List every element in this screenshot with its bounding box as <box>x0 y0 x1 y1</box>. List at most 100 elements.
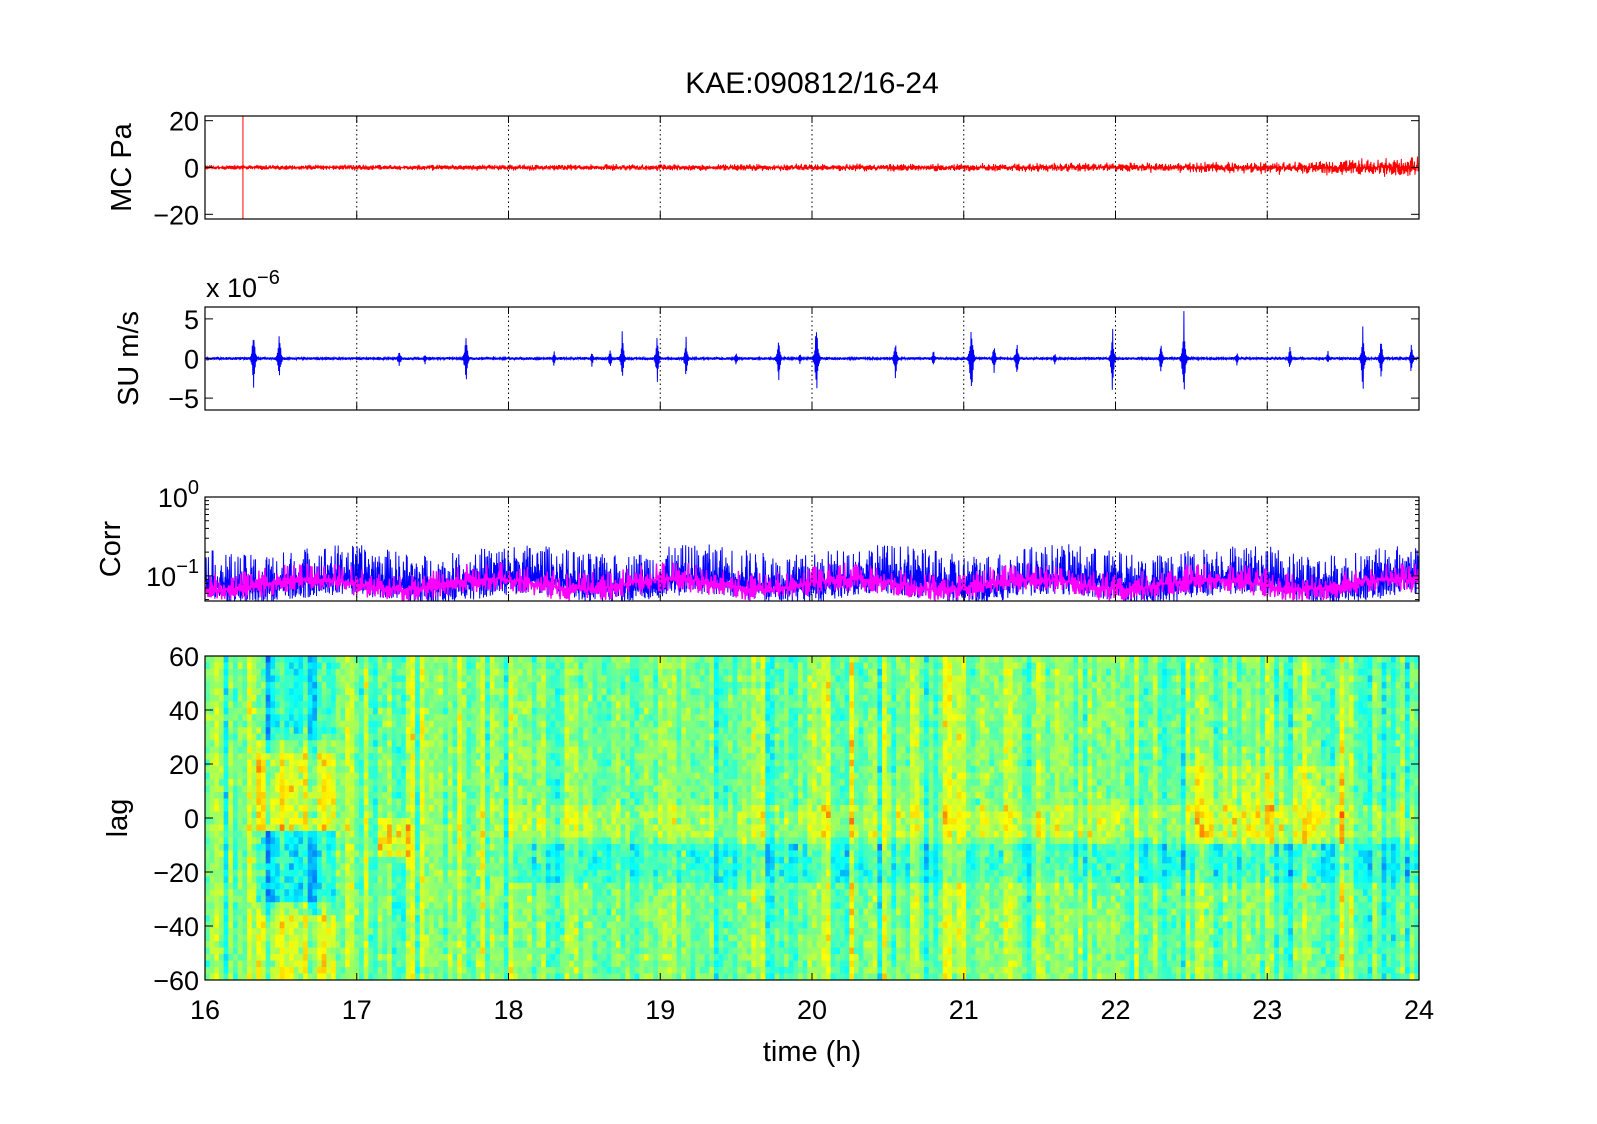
lag-heatmap-cell <box>513 805 519 813</box>
lag-heatmap-cell <box>611 889 617 897</box>
lag-heatmap-cell <box>587 837 594 845</box>
lag-heatmap-cell <box>340 675 346 683</box>
lag-heatmap-cell <box>205 863 211 871</box>
lag-heatmap-cell <box>373 973 379 980</box>
lag-heatmap-cell <box>391 701 398 709</box>
lag-heatmap-cell <box>564 934 570 942</box>
lag-heatmap-cell <box>233 947 239 955</box>
lag-heatmap-cell <box>485 915 491 923</box>
lag-heatmap-cell <box>331 850 337 858</box>
lag-heatmap-cell <box>265 772 271 780</box>
lag-heatmap-cell <box>303 681 309 689</box>
lag-heatmap-cell <box>559 792 566 800</box>
lag-heatmap-cell <box>415 895 421 903</box>
lag-heatmap-cell <box>223 759 229 767</box>
lag-heatmap-cell <box>475 882 482 890</box>
lag-heatmap-cell <box>597 947 603 955</box>
lag-heatmap-cell <box>433 837 440 845</box>
lag-heatmap-cell <box>377 785 384 793</box>
lag-heatmap-cell <box>499 811 505 819</box>
lag-heatmap-cell <box>410 837 416 845</box>
lag-heatmap-cell <box>293 727 299 735</box>
lag-heatmap-cell <box>228 902 234 910</box>
lag-heatmap-cell <box>387 720 393 728</box>
lag-heatmap-cell <box>340 915 346 923</box>
lag-heatmap-cell <box>438 818 444 826</box>
lag-heatmap-cell <box>205 960 211 968</box>
lag-heatmap-cell <box>317 759 323 767</box>
lag-heatmap-cell <box>251 746 257 754</box>
lag-heatmap-cell <box>293 902 299 910</box>
lag-heatmap-cell <box>214 740 220 748</box>
lag-heatmap-cell <box>569 785 575 793</box>
lag-heatmap-cell <box>256 779 262 787</box>
lag-heatmap-cell <box>275 915 281 923</box>
lag-heatmap-cell <box>648 772 654 780</box>
lag-heatmap-cell <box>377 766 384 774</box>
lag-heatmap-cell <box>298 824 304 832</box>
lag-heatmap-cell <box>447 876 454 884</box>
lag-heatmap-cell <box>550 818 556 826</box>
lag-heatmap-cell <box>592 792 598 800</box>
lag-heatmap-cell <box>489 941 496 949</box>
lag-heatmap-cell <box>293 668 299 677</box>
lag-heatmap-cell <box>247 837 253 845</box>
lag-heatmap-cell <box>382 720 388 728</box>
lag-heatmap-cell <box>359 908 365 916</box>
lag-heatmap-cell <box>233 694 239 702</box>
lag-heatmap-cell <box>331 720 337 728</box>
lag-heatmap-cell <box>601 895 608 903</box>
lag-heatmap-cell <box>634 779 640 787</box>
lag-heatmap-cell <box>219 714 225 722</box>
lag-heatmap-cell <box>312 688 318 696</box>
lag-heatmap-cell <box>517 889 524 897</box>
lag-heatmap-cell <box>228 746 234 754</box>
lag-heatmap-cell <box>564 662 570 670</box>
lag-heatmap-cell <box>265 902 271 910</box>
lag-heatmap-cell <box>508 662 514 670</box>
lag-heatmap-cell <box>457 947 463 955</box>
lag-heatmap-cell <box>251 889 257 897</box>
lag-heatmap-cell <box>611 805 617 813</box>
lag-heatmap-cell <box>634 811 640 819</box>
lag-heatmap-cell <box>237 934 243 942</box>
lag-heatmap-cell <box>480 733 486 741</box>
lag-heatmap-cell <box>466 688 472 696</box>
lag-heatmap-cell <box>499 915 505 923</box>
lag-heatmap-cell <box>597 954 603 962</box>
lag-heatmap-cell <box>312 766 318 774</box>
lag-heatmap-cell <box>517 772 524 780</box>
lag-heatmap-cell <box>424 701 430 709</box>
lag-heatmap-cell <box>447 941 454 949</box>
lag-heatmap-cell <box>265 714 271 722</box>
lag-heatmap-cell <box>256 915 262 923</box>
lag-heatmap-cell <box>284 707 290 715</box>
lag-heatmap-cell <box>401 701 407 709</box>
lag-heatmap-cell <box>377 915 384 923</box>
lag-heatmap-cell <box>615 818 622 826</box>
lag-heatmap-cell <box>573 902 580 910</box>
lag-heatmap-cell <box>471 727 477 735</box>
lag-heatmap-cell <box>359 707 365 715</box>
lag-heatmap-cell <box>606 947 612 955</box>
lag-heatmap-cell <box>606 694 612 702</box>
lag-heatmap-cell <box>405 882 412 890</box>
lag-heatmap-cell <box>601 947 608 955</box>
lag-heatmap-cell <box>265 779 271 787</box>
lag-heatmap-cell <box>293 921 299 929</box>
lag-heatmap-cell <box>298 915 304 923</box>
lag-heatmap-cell <box>340 772 346 780</box>
lag-heatmap-cell <box>275 837 281 845</box>
lag-heatmap-cell <box>237 792 243 800</box>
lag-heatmap-cell <box>321 882 327 890</box>
lag-heatmap-cell <box>583 908 589 916</box>
lag-heatmap-cell <box>438 843 444 851</box>
lag-heatmap-cell <box>275 779 281 787</box>
lag-heatmap-cell <box>247 656 253 664</box>
lag-heatmap-cell <box>508 915 514 923</box>
lag-heatmap-cell <box>354 824 360 832</box>
lag-heatmap-cell <box>489 779 496 787</box>
lag-heatmap-cell <box>237 973 243 980</box>
lag-heatmap-cell <box>214 876 220 884</box>
lag-heatmap-cell <box>429 928 435 936</box>
